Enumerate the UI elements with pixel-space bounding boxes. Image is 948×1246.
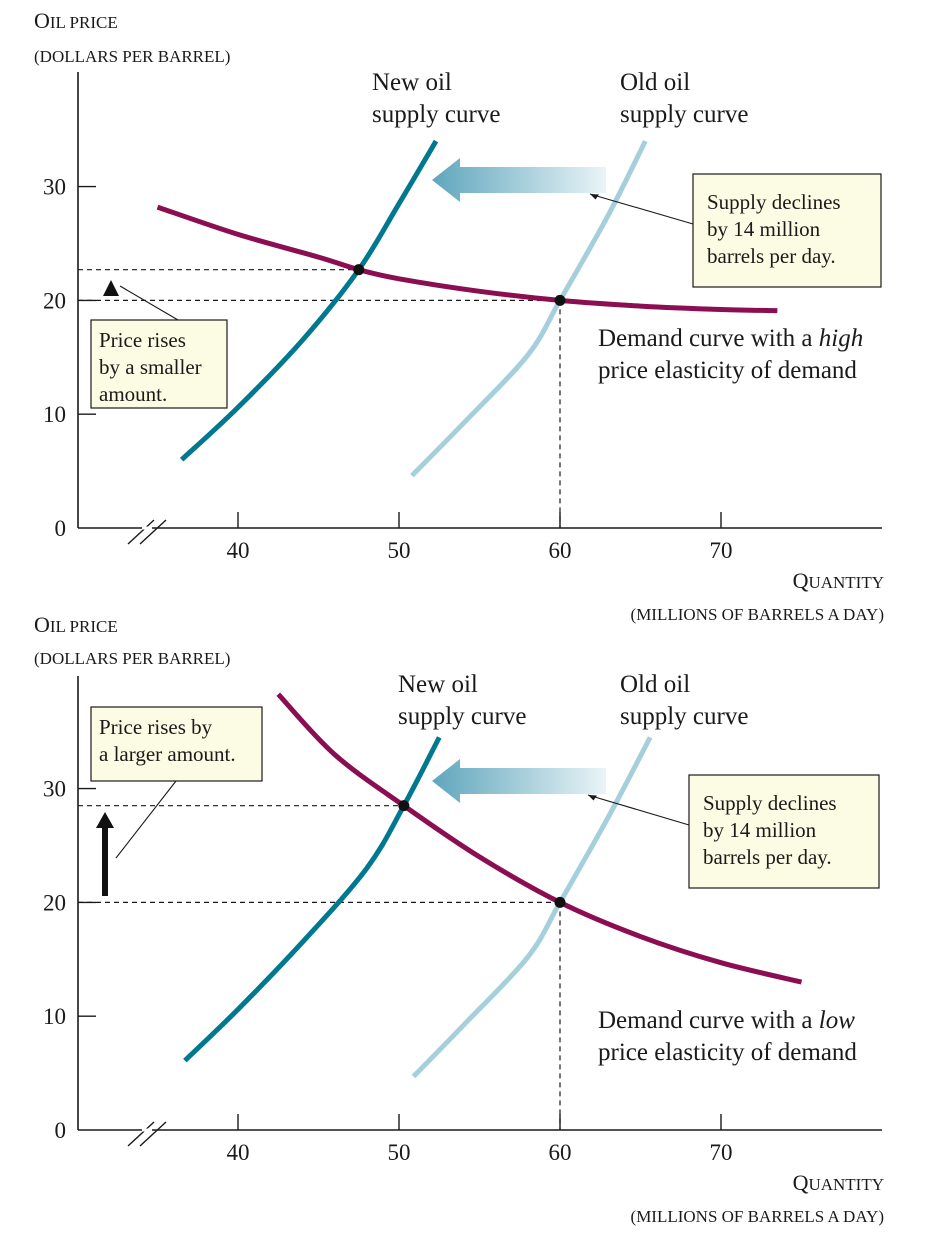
x-tick-label: 50 (388, 538, 411, 563)
supply-note-leader-head (590, 194, 599, 200)
axis-break-gap (142, 526, 152, 530)
x-axis-subtitle: (MILLIONS OF BARRELS A DAY) (631, 1207, 884, 1226)
price-rise-arrow-icon (103, 280, 119, 296)
new-supply-curve (179, 139, 439, 462)
price-rise-arrow-icon (96, 812, 114, 828)
price-rise-arrow-shaft (102, 824, 108, 896)
supply-note-leader (587, 794, 690, 826)
x-axis-title: QUANTITY (793, 568, 884, 593)
x-axis-title-cap: Q (793, 1170, 809, 1195)
supply-note-leader (589, 193, 694, 225)
axis-break-mark (139, 1121, 167, 1147)
old-supply-label-line1: Old oil (620, 671, 690, 698)
supply-shift-arrow (432, 158, 606, 202)
y-axis-title: OIL PRICE (34, 8, 118, 33)
price-note-leader (119, 285, 179, 321)
equilibrium-point (353, 264, 365, 276)
chart-panel-high-elasticity: 0 10 20 30 40 50 60 70 OIL PRICE (DOLLARS PER BAR… (34, 8, 884, 624)
chart-panel-low-elasticity: 0 10 20 30 40 50 60 70 OIL PRICE (DOLLARS PER BAR… (34, 612, 884, 1226)
supply-note-box (692, 173, 882, 288)
x-axis-title-cap: Q (793, 568, 809, 593)
y-tick-label: 0 (55, 1118, 67, 1143)
x-axis-title-rest: UANTITY (808, 1175, 884, 1194)
demand-label-emphasis: high (819, 325, 863, 352)
x-axis-title: QUANTITY (793, 1170, 884, 1195)
x-axis-subtitle: (MILLIONS OF BARRELS A DAY) (631, 605, 884, 624)
supply-note-text: barrels per day. (703, 845, 832, 869)
price-note-text: Price rises by (99, 715, 213, 739)
y-axis-title-rest: IL PRICE (50, 617, 118, 636)
supply-note-text: by 14 million (703, 818, 817, 842)
axis-break-gap (142, 1128, 152, 1132)
demand-curve (156, 204, 778, 314)
new-supply-curve (183, 736, 442, 1063)
demand-curve (276, 692, 803, 985)
x-tick-label: 50 (388, 1140, 411, 1165)
price-note-text: amount. (99, 382, 167, 406)
old-supply-curve (411, 736, 653, 1079)
y-tick-label: 30 (43, 175, 66, 200)
old-supply-label-line1: Old oil (620, 69, 690, 96)
new-supply-label-line2: supply curve (398, 703, 526, 730)
price-note-leader (115, 780, 177, 859)
y-axis-title-rest: IL PRICE (50, 13, 118, 32)
price-note-box (90, 706, 263, 782)
demand-label-line1: Demand curve with a low (598, 1007, 855, 1034)
x-tick-label: 70 (710, 1140, 733, 1165)
equilibrium-point (554, 294, 566, 306)
supply-shift-arrow (432, 759, 606, 803)
supply-note-text: Supply declines (703, 791, 837, 815)
demand-label-line2: price elasticity of demand (598, 1039, 857, 1066)
x-tick-label: 70 (710, 538, 733, 563)
demand-label-line2: price elasticity of demand (598, 357, 857, 384)
y-axis-title-cap: O (34, 8, 50, 33)
y-tick-label: 20 (43, 890, 66, 915)
y-tick-label: 30 (43, 777, 66, 802)
old-supply-label-line2: supply curve (620, 101, 748, 128)
demand-label-prefix: Demand curve with a (598, 1007, 819, 1034)
supply-note-text: barrels per day. (707, 244, 836, 268)
equilibrium-point (398, 800, 410, 812)
price-note-text: by a smaller (99, 355, 202, 379)
demand-label-prefix: Demand curve with a (598, 325, 819, 352)
y-tick-label: 10 (43, 402, 66, 427)
supply-note-text: Supply declines (707, 190, 841, 214)
x-tick-label: 40 (227, 538, 250, 563)
price-note-text: Price rises (99, 328, 186, 352)
x-axis-title-rest: UANTITY (808, 573, 884, 592)
y-axis-subtitle: (DOLLARS PER BARREL) (34, 47, 230, 66)
supply-note-text: by 14 million (707, 217, 821, 241)
supply-note-leader-head (588, 795, 597, 801)
demand-label-line1: Demand curve with a high (598, 325, 863, 352)
new-supply-label-line1: New oil (398, 671, 478, 698)
y-axis-title: OIL PRICE (34, 612, 118, 637)
y-tick-label: 20 (43, 288, 66, 313)
old-supply-curve (410, 139, 648, 478)
x-tick-label: 60 (549, 1140, 572, 1165)
price-note-box (90, 319, 228, 409)
old-supply-label-line2: supply curve (620, 703, 748, 730)
demand-label-emphasis: low (819, 1007, 855, 1034)
y-axis-subtitle: (DOLLARS PER BARREL) (34, 649, 230, 668)
axis-break-mark (127, 1121, 155, 1147)
equilibrium-point (554, 896, 566, 908)
price-note-text: a larger amount. (99, 742, 236, 766)
y-axis-title-cap: O (34, 612, 50, 637)
axis-break-mark (139, 519, 167, 545)
y-tick-label: 0 (55, 516, 67, 541)
x-tick-label: 40 (227, 1140, 250, 1165)
axis-break-mark (127, 519, 155, 545)
x-tick-label: 60 (549, 538, 572, 563)
supply-note-box (688, 774, 880, 889)
new-supply-label-line1: New oil (372, 69, 452, 96)
new-supply-label-line2: supply curve (372, 101, 500, 128)
y-tick-label: 10 (43, 1004, 66, 1029)
